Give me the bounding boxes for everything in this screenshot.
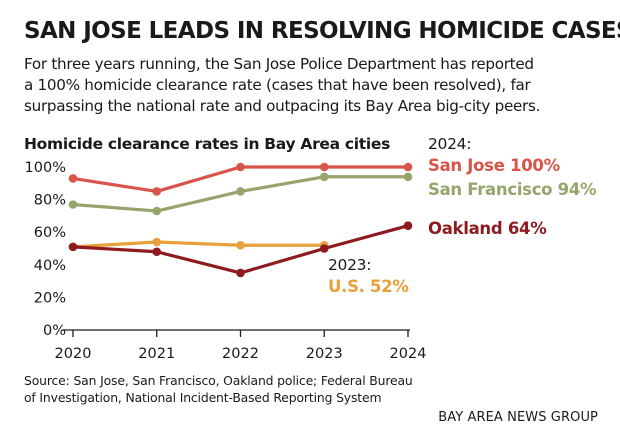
- annotation-oak: Oakland 64%: [428, 219, 547, 238]
- x-tick-label: 2024: [390, 346, 427, 362]
- description-line: For three years running, the San Jose Po…: [24, 55, 534, 73]
- chart-title: Homicide clearance rates in Bay Area cit…: [24, 135, 390, 153]
- series-line-u-s: [72, 240, 325, 249]
- data-point-oakland: [319, 244, 329, 253]
- x-tick-label: 2022: [222, 346, 259, 362]
- x-tick-label: 2020: [55, 346, 92, 362]
- annotation-sj: San Jose 100%: [428, 156, 561, 175]
- source-line: of Investigation, National Incident-Base…: [24, 390, 382, 405]
- data-point-u-s: [236, 240, 245, 250]
- data-point-oakland: [403, 221, 413, 230]
- annotation-year2023: 2023:: [328, 256, 371, 274]
- y-tick-label: 0%: [43, 323, 66, 339]
- credit-line: BAY AREA NEWS GROUP: [438, 410, 598, 425]
- y-tick-label: 80%: [34, 193, 66, 209]
- data-point-san-jose: [68, 174, 78, 183]
- data-point-san-francisco: [403, 172, 413, 182]
- data-point-san-francisco: [319, 172, 329, 182]
- data-point-san-jose: [403, 162, 413, 172]
- y-tick-label: 20%: [34, 290, 66, 306]
- x-tick-label: 2023: [306, 346, 343, 362]
- headline: SAN JOSE LEADS IN RESOLVING HOMICIDE CAS…: [24, 18, 620, 44]
- description-line: a 100% homicide clearance rate (cases th…: [24, 76, 531, 94]
- description: For three years running, the San Jose Po…: [24, 54, 609, 117]
- data-point-san-francisco: [236, 187, 245, 196]
- x-tick-label: 2021: [138, 346, 175, 362]
- annotation-year2024: 2024:: [428, 135, 471, 153]
- annotation-sf: San Francisco 94%: [428, 180, 597, 199]
- data-point-san-francisco: [152, 206, 162, 216]
- description-line: surpassing the national rate and outpaci…: [24, 97, 541, 115]
- y-tick-label: 60%: [34, 225, 66, 241]
- y-tick-label: 40%: [34, 258, 66, 274]
- source-note: Source: San Jose, San Francisco, Oakland…: [24, 372, 524, 406]
- data-point-san-francisco: [68, 200, 78, 209]
- data-point-san-jose: [236, 162, 245, 172]
- annotation-us: U.S. 52%: [328, 277, 409, 296]
- data-point-u-s: [152, 237, 162, 247]
- data-point-san-jose: [319, 162, 329, 172]
- y-tick-label: 100%: [25, 160, 66, 176]
- data-point-san-jose: [152, 187, 162, 196]
- data-point-oakland: [236, 268, 245, 278]
- data-point-oakland: [68, 242, 78, 252]
- data-point-oakland: [152, 247, 162, 257]
- source-line: Source: San Jose, San Francisco, Oakland…: [24, 373, 413, 388]
